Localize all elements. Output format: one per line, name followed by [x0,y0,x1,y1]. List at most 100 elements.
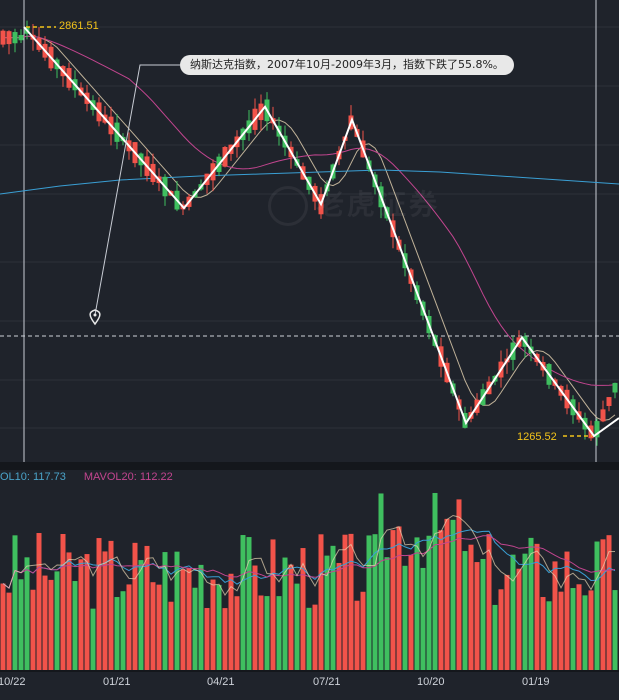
volume-bar [330,545,336,670]
volume-bar [354,600,360,670]
volume-bar [444,518,450,670]
candles [0,20,618,446]
volume-bar [534,543,540,670]
candle-body [606,397,612,407]
volume-bar [378,493,384,670]
volume-bar [36,533,42,670]
volume-bar [348,533,354,670]
volume-bar [288,564,294,670]
volume-bar [300,548,306,670]
volume-bar [48,579,54,670]
volume-bar [264,596,270,670]
volume-bar [492,604,498,670]
annotation-leader [94,64,180,316]
volume-bar [0,583,6,670]
volume-bar [516,568,522,670]
volume-bar [126,584,132,670]
x-tick-label: 01/21 [103,676,131,688]
mavol10-legend: OL10: 117.73 [0,471,66,483]
volume-bar [390,530,396,670]
volume-bar [84,554,90,670]
volume-bar [78,559,84,670]
volume-bar [564,551,570,670]
high-price-label: 2861.51 [59,20,99,32]
volume-bar [144,545,150,670]
x-tick-label: 10/22 [0,676,26,688]
volume-bar [258,595,264,670]
volume-bar [456,499,462,670]
grid [0,0,619,672]
volume-legend: OL10: 117.73 MAVOL20: 112.22 [0,471,173,483]
volume-bar [432,492,438,670]
volume-bar [222,608,228,670]
x-tick-label: 10/20 [417,676,445,688]
mavol5-line [2,514,616,597]
volume-bar [198,564,204,670]
watermark: 老虎证券 [268,183,468,227]
volume-bar [216,584,222,670]
volume-bar [588,590,594,670]
volume-bar [246,537,252,670]
volume-bar [186,568,192,670]
volume-bar [12,535,18,670]
ma-long-line [0,169,619,195]
volume-bar [168,601,174,670]
candle-body [18,35,24,41]
volume-bar [180,569,186,670]
volume-bar [24,557,30,670]
volume-bar [384,557,390,670]
volume-bar [306,607,312,670]
volume-bar [204,608,210,670]
volume-bar [72,581,78,670]
volume-bar [60,533,66,670]
volume-bar [612,590,618,670]
volume-bar [426,535,432,670]
location-pin-icon [89,309,101,326]
volume-bar [468,544,474,670]
mavol20-legend: MAVOL20: 112.22 [83,471,173,483]
volume-bar [570,588,576,670]
candle-body [612,382,618,393]
volume-moving-averages [2,514,616,597]
volume-bar [150,582,156,670]
volume-bar [360,591,366,670]
volume-bar [600,539,606,670]
candle-body [6,31,12,45]
volume-bar [42,575,48,670]
moving-averages [0,35,619,422]
location-pin-dot [93,313,97,317]
volume-bar [318,534,324,670]
volume-bar [522,553,528,670]
volume-bar [528,537,534,670]
volume-bar [240,535,246,670]
chart-overlays [26,26,592,437]
volume-bar [486,534,492,670]
volume-bar [66,552,72,670]
volume-bar [174,551,180,670]
volume-bar [540,597,546,670]
volume-bar [336,562,342,670]
volume-bar [546,601,552,670]
volume-bar [54,571,60,670]
volume-bar [6,592,12,670]
volume-bar [504,574,510,670]
watermark-logo-icon [268,186,308,226]
volume-bar [450,519,456,670]
volume-bar [480,558,486,670]
volume-bar [408,555,414,670]
x-tick-label: 01/19 [522,676,550,688]
volume-bar [138,560,144,670]
volume-bar [576,584,582,670]
volume-bar [498,589,504,670]
candle-body [0,30,6,45]
volume-bar [606,535,612,670]
volume-bar [366,535,372,670]
volume-bar [102,551,108,670]
candle-body [594,421,600,438]
watermark-text: 老虎证券 [316,188,441,221]
volume-bar [96,538,102,670]
volume-bar [402,565,408,670]
ma-short-line [3,35,616,422]
volume-bar [462,551,468,670]
